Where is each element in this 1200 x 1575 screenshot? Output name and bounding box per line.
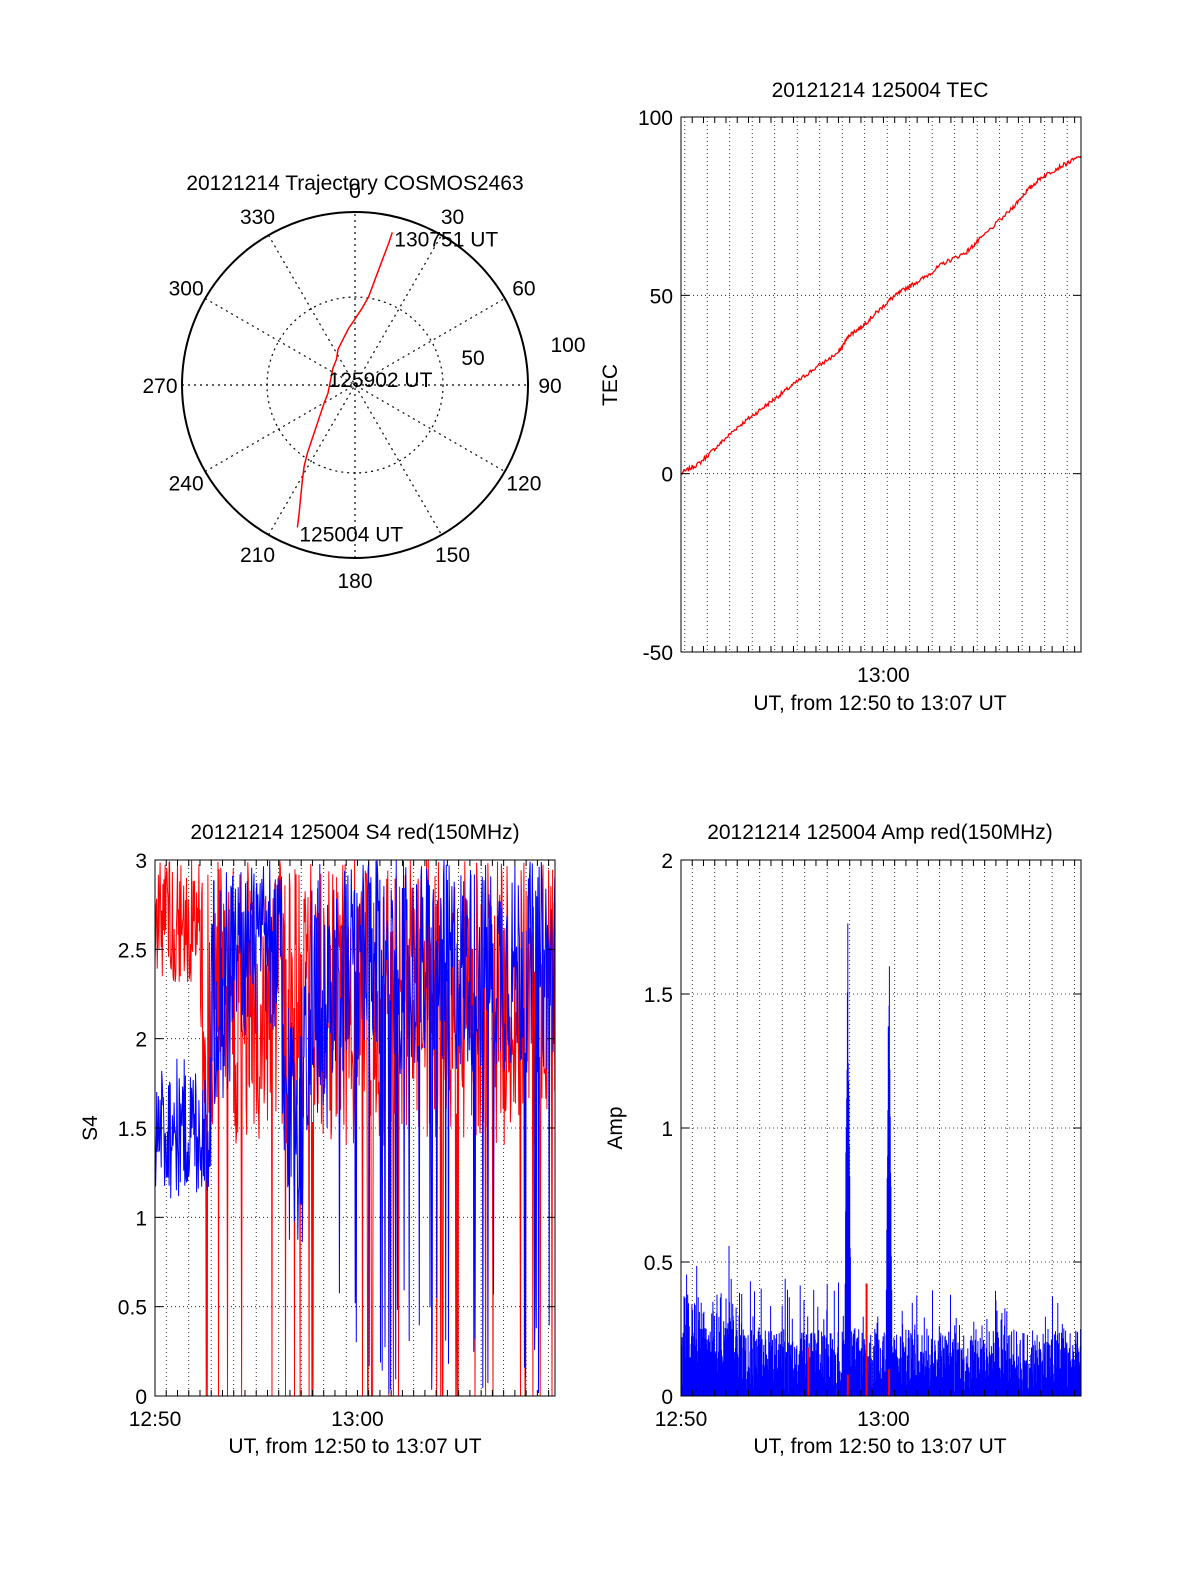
- azimuth-label-330: 330: [240, 206, 275, 229]
- y-tick-label: 0.5: [118, 1297, 147, 1320]
- azimuth-label-240: 240: [169, 473, 204, 496]
- azimuth-label-0: 0: [349, 180, 361, 203]
- tec-xlabel: UT, from 12:50 to 13:07 UT: [753, 692, 1006, 715]
- s4-blue-series: [154, 860, 556, 1394]
- y-tick-label: 1: [135, 1207, 147, 1230]
- x-tick-labels: 13:00: [857, 664, 910, 687]
- azimuth-label-90: 90: [538, 375, 561, 398]
- grid-lines: [681, 859, 1081, 1397]
- annotation-label: 125902 UT: [329, 369, 433, 392]
- tec-panel: 20121214 125004 TEC UT, from 12:50 to 13…: [599, 79, 1082, 715]
- y-tick-label: 3: [135, 850, 147, 873]
- y-tick-label: 2.5: [118, 939, 147, 962]
- y-tick-label: 0.5: [644, 1252, 673, 1275]
- x-tick-label: 12:50: [655, 1408, 708, 1431]
- polar-title: 20121214 Trajectory COSMOS2463: [186, 172, 523, 195]
- y-tick-labels: 0 0.5 1 1.5 2: [644, 850, 673, 1409]
- y-tick-label: 1.5: [118, 1118, 147, 1141]
- azimuth-label-180: 180: [337, 570, 372, 593]
- polar-spoke: [204, 297, 506, 473]
- y-tick-label: 100: [638, 107, 673, 130]
- plot-frame: [680, 116, 1082, 653]
- polar-annotations: 130751 UT 125902 UT 125004 UT: [299, 228, 498, 546]
- annotation-label: 130751 UT: [394, 228, 498, 251]
- radial-label-50: 50: [461, 347, 484, 370]
- amp-xlabel: UT, from 12:50 to 13:07 UT: [753, 1435, 1006, 1458]
- tec-title: 20121214 125004 TEC: [772, 79, 989, 102]
- x-tick-label: 12:50: [129, 1408, 182, 1431]
- azimuth-label-120: 120: [506, 473, 541, 496]
- x-tick-label: 13:00: [331, 1408, 384, 1431]
- s4-title: 20121214 125004 S4 red(150MHz): [190, 821, 519, 844]
- polar-grid: [181, 211, 529, 559]
- polar-spoke: [267, 234, 443, 536]
- polar-radial-labels: 50 100: [461, 334, 585, 370]
- y-tick-label: 1: [661, 1118, 673, 1141]
- amp-panel: 20121214 125004 Amp red(150MHz) UT, from…: [604, 821, 1082, 1458]
- s4-ylabel: S4: [79, 1115, 102, 1141]
- annotation-label: 125004 UT: [299, 523, 403, 546]
- polar-spoke: [267, 234, 443, 536]
- y-tick-labels: -50 0 50 100: [638, 107, 673, 665]
- s4-panel: 20121214 125004 S4 red(150MHz) UT, from …: [79, 821, 556, 1458]
- polar-spoke: [204, 297, 506, 473]
- y-tick-label: 1.5: [644, 984, 673, 1007]
- azimuth-label-210: 210: [240, 544, 275, 567]
- azimuth-label-30: 30: [441, 206, 464, 229]
- y-tick-label: 2: [135, 1029, 147, 1052]
- y-tick-label: 0: [661, 1386, 673, 1409]
- y-tick-label: -50: [643, 642, 673, 665]
- tec-series-line: [680, 155, 1082, 475]
- polar-trajectory-track: [296, 232, 394, 528]
- y-tick-labels: 0 0.5 1 1.5 2 2.5 3: [118, 850, 147, 1409]
- amp-title: 20121214 125004 Amp red(150MHz): [707, 821, 1053, 844]
- y-tick-label: 50: [650, 285, 673, 308]
- polar-azimuth-labels: 0 30 60 90 120 150 180 210 240 270 300 330: [142, 180, 561, 593]
- azimuth-label-300: 300: [169, 278, 204, 301]
- azimuth-label-60: 60: [512, 278, 535, 301]
- s4-xlabel: UT, from 12:50 to 13:07 UT: [228, 1435, 481, 1458]
- x-tick-labels: 12:50 13:00: [129, 1408, 384, 1431]
- azimuth-label-270: 270: [142, 375, 177, 398]
- x-tick-label: 13:00: [857, 1408, 910, 1431]
- trajectory-line: [296, 232, 394, 528]
- y-tick-label: 0: [135, 1386, 147, 1409]
- radial-label-100: 100: [550, 334, 585, 357]
- x-tick-labels: 12:50 13:00: [655, 1408, 910, 1431]
- y-tick-label: 2: [661, 850, 673, 873]
- x-tick-label: 13:00: [857, 664, 910, 687]
- tec-ylabel: TEC: [599, 364, 622, 406]
- polar-trajectory-panel: 20121214 Trajectory COSMOS2463 0 30 60 90 12…: [142, 172, 585, 593]
- azimuth-label-150: 150: [435, 544, 470, 567]
- y-tick-label: 0: [661, 464, 673, 487]
- amp-ylabel: Amp: [604, 1106, 627, 1149]
